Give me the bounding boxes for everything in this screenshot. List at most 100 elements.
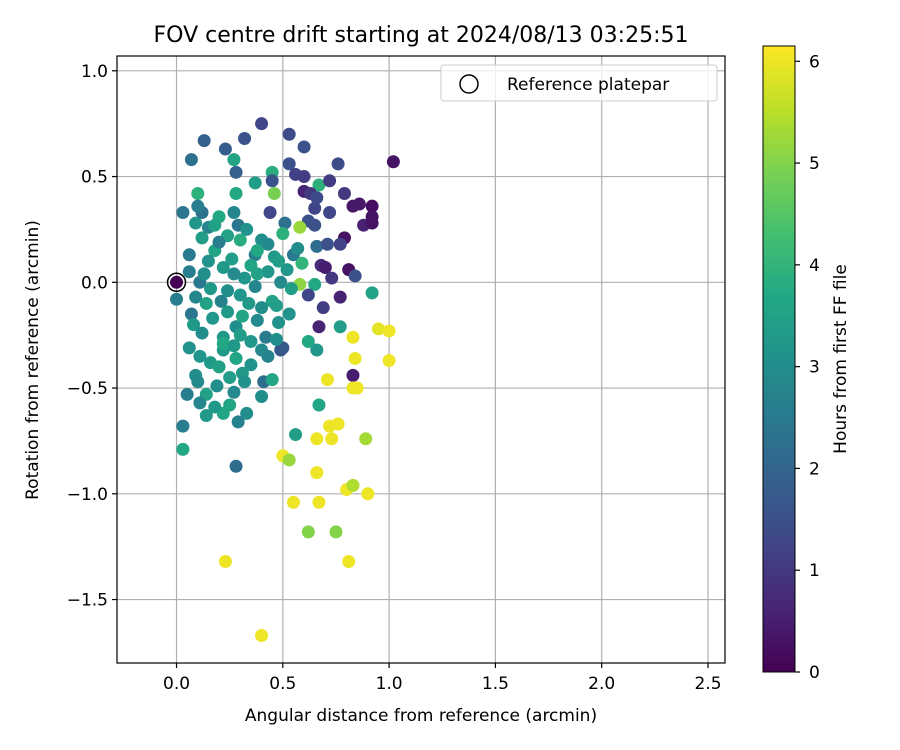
data-point [286, 495, 300, 509]
data-point [301, 335, 315, 349]
colorbar [762, 45, 796, 673]
data-point [329, 525, 343, 539]
data-point [227, 153, 241, 167]
data-point [218, 554, 232, 568]
data-point [204, 282, 218, 296]
data-point [350, 381, 364, 395]
data-point [297, 170, 311, 184]
data-point [255, 301, 269, 315]
data-point [199, 296, 213, 310]
data-point [250, 244, 264, 258]
data-point [274, 343, 288, 357]
data-point [250, 267, 264, 281]
data-point [229, 459, 243, 473]
data-point [282, 453, 296, 467]
data-point [244, 358, 258, 372]
data-point [308, 218, 322, 232]
data-point [201, 254, 215, 268]
data-point [238, 131, 252, 145]
data-point [308, 201, 322, 215]
data-point [310, 466, 324, 480]
data-point [229, 165, 243, 179]
data-point [301, 525, 315, 539]
data-point [212, 360, 226, 374]
data-point [365, 286, 379, 300]
y-tick-label: 1.0 [81, 62, 108, 82]
data-point [310, 239, 324, 253]
data-point [320, 373, 334, 387]
data-point [325, 271, 339, 285]
data-point [269, 332, 283, 346]
colorbar-label: Hours from first FF file [831, 264, 851, 454]
data-point [195, 231, 209, 245]
data-point [310, 191, 324, 205]
data-point [233, 233, 247, 247]
data-point [229, 186, 243, 200]
data-point [218, 142, 232, 156]
data-point [346, 478, 360, 492]
data-point [208, 218, 222, 232]
x-axis-label: Angular distance from reference (arcmin) [245, 706, 597, 726]
data-point [184, 153, 198, 167]
data-point [291, 241, 305, 255]
data-point [231, 415, 245, 429]
data-point [197, 134, 211, 148]
data-point [227, 339, 241, 353]
data-point [282, 157, 296, 171]
data-point [265, 174, 279, 188]
data-point [284, 282, 298, 296]
data-point [255, 117, 269, 131]
data-point [265, 373, 279, 387]
data-point [342, 554, 356, 568]
data-point [272, 315, 286, 329]
data-point [191, 186, 205, 200]
data-point [289, 428, 303, 442]
data-point [282, 307, 296, 321]
data-point [238, 271, 252, 285]
y-tick-label: −0.5 [67, 379, 108, 399]
data-point [176, 419, 190, 433]
y-tick-label: 0.0 [81, 273, 108, 293]
data-point [187, 318, 201, 332]
data-point [261, 349, 275, 363]
data-point [240, 222, 254, 236]
data-point [255, 390, 269, 404]
data-point [182, 265, 196, 279]
data-point [386, 155, 400, 169]
x-tick-label: 1.0 [376, 674, 403, 694]
data-point [365, 216, 379, 230]
data-point [361, 487, 375, 501]
data-point [193, 349, 207, 363]
data-point [176, 442, 190, 456]
y-tick-label: −1.0 [67, 485, 108, 505]
data-point [320, 237, 334, 251]
data-point [240, 406, 254, 420]
data-point [333, 237, 347, 251]
data-point [276, 227, 290, 241]
data-point [312, 320, 326, 334]
data-point [274, 275, 288, 289]
data-point [333, 290, 347, 304]
data-point [297, 140, 311, 154]
data-point [182, 341, 196, 355]
data-point [170, 292, 184, 306]
data-point [331, 417, 345, 431]
data-point [310, 432, 324, 446]
data-point [223, 370, 237, 384]
legend-marker-reference [459, 74, 479, 94]
data-point [182, 248, 196, 262]
data-point [199, 409, 213, 423]
data-point [272, 254, 286, 268]
data-point [225, 252, 239, 266]
data-point [352, 197, 366, 211]
data-point [212, 235, 226, 249]
colorbar-ticks: 0 1 2 3 4 5 6 [795, 52, 820, 683]
data-point [269, 299, 283, 313]
data-point [244, 335, 258, 349]
data-point [227, 385, 241, 399]
data-point [323, 206, 337, 220]
data-point [382, 354, 396, 368]
data-point [195, 326, 209, 340]
colorbar-tick-label: 5 [809, 154, 820, 174]
